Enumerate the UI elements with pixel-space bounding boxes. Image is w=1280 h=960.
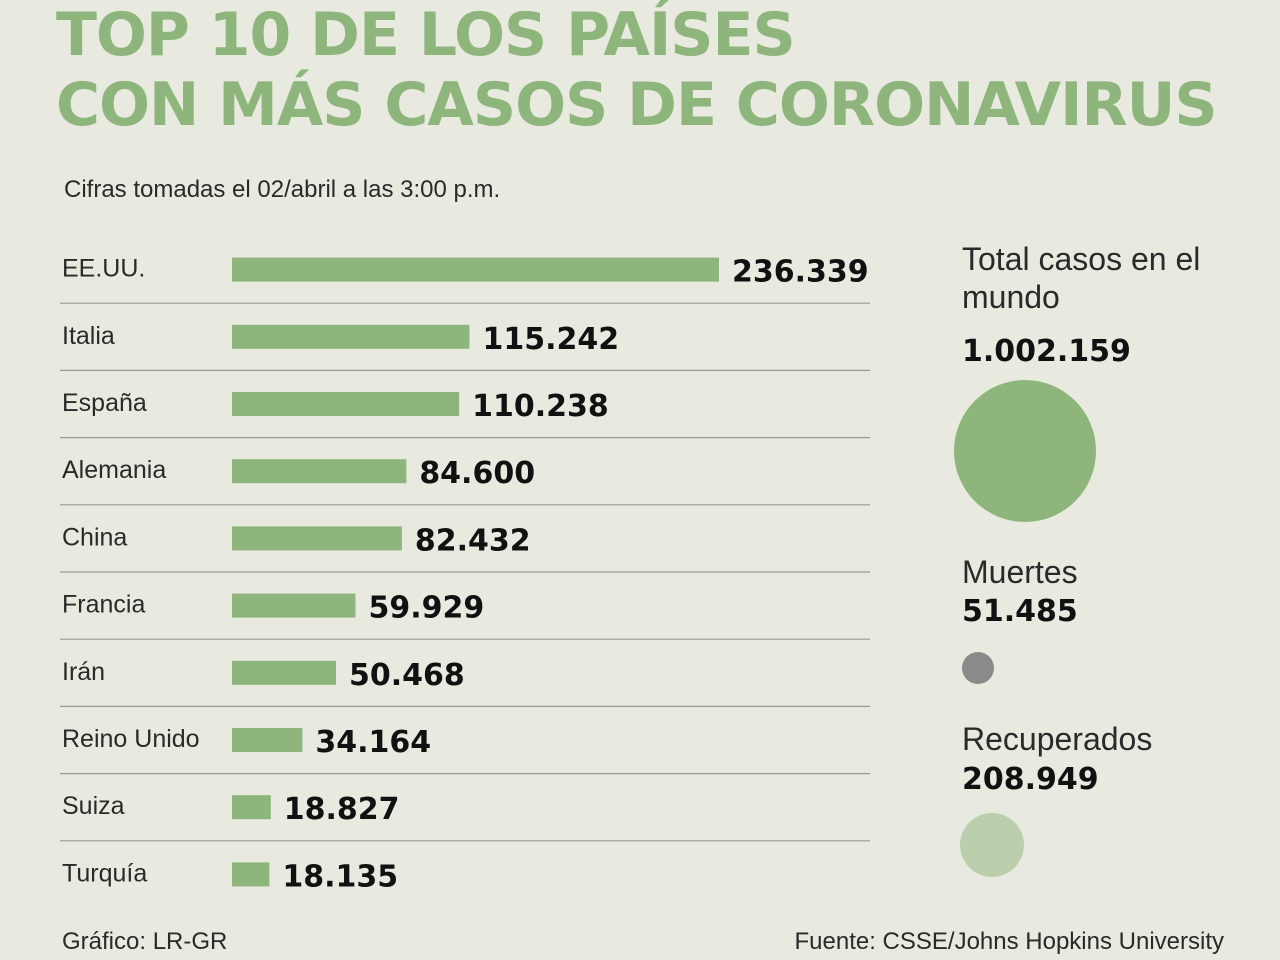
- bar: [232, 728, 303, 752]
- chart-title-line-1: TOP 10 DE LOS PAÍSES: [56, 0, 796, 70]
- value-label: 59.929: [368, 591, 484, 626]
- value-label: 18.135: [282, 859, 398, 894]
- value-label: 82.432: [415, 523, 531, 558]
- recovered-label: Recuperados: [962, 721, 1153, 757]
- bar: [232, 257, 719, 282]
- category-label: Reino Unido: [62, 725, 200, 753]
- recovered-circle: [959, 812, 1025, 878]
- chart-credit: Gráfico: LR-GR: [62, 928, 228, 955]
- chart-subtitle: Cifras tomadas el 02/abril a las 3:00 p.…: [64, 176, 501, 203]
- bar: [232, 324, 470, 349]
- total-cases-value: 1.002.159: [962, 334, 1131, 369]
- deaths-label: Muertes: [962, 554, 1078, 590]
- value-label: 115.242: [482, 322, 619, 357]
- category-label: Suiza: [62, 792, 125, 820]
- value-label: 18.827: [284, 792, 400, 827]
- category-label: Turquía: [62, 859, 147, 887]
- chart-source: Fuente: CSSE/Johns Hopkins University: [794, 928, 1224, 955]
- deaths-value: 51.485: [962, 594, 1078, 629]
- recovered-value: 208.949: [962, 762, 1099, 797]
- chart-title-line-2: CON MÁS CASOS DE CORONAVIRUS: [56, 70, 1218, 140]
- bar: [232, 795, 271, 820]
- value-label: 84.600: [419, 456, 535, 491]
- total-cases-circle: [954, 380, 1096, 522]
- category-label: China: [62, 523, 127, 551]
- category-label: EE.UU.: [62, 255, 145, 283]
- bar: [232, 526, 402, 551]
- total-cases-label: Total casos en el mundo: [962, 241, 1201, 315]
- category-label: Irán: [62, 658, 105, 686]
- bar: [232, 660, 336, 685]
- category-label: España: [62, 389, 147, 417]
- category-label: Alemania: [62, 456, 166, 484]
- value-label: 34.164: [315, 725, 431, 760]
- bar: [232, 862, 270, 887]
- bar-chart: EE.UU. 236.339 Italia 115.242 España 110.238 A…: [60, 255, 870, 894]
- bar: [232, 392, 460, 416]
- chart-title: TOP 10 DE LOS PAÍSES CON MÁS CASOS DE CO…: [56, 0, 1218, 140]
- category-label: Francia: [62, 591, 145, 619]
- deaths-circle: [961, 651, 995, 685]
- value-label: 110.238: [472, 389, 609, 424]
- value-label: 236.339: [732, 255, 869, 290]
- bar: [232, 593, 356, 618]
- bar: [232, 459, 407, 484]
- category-label: Italia: [62, 322, 115, 350]
- value-label: 50.468: [349, 658, 465, 693]
